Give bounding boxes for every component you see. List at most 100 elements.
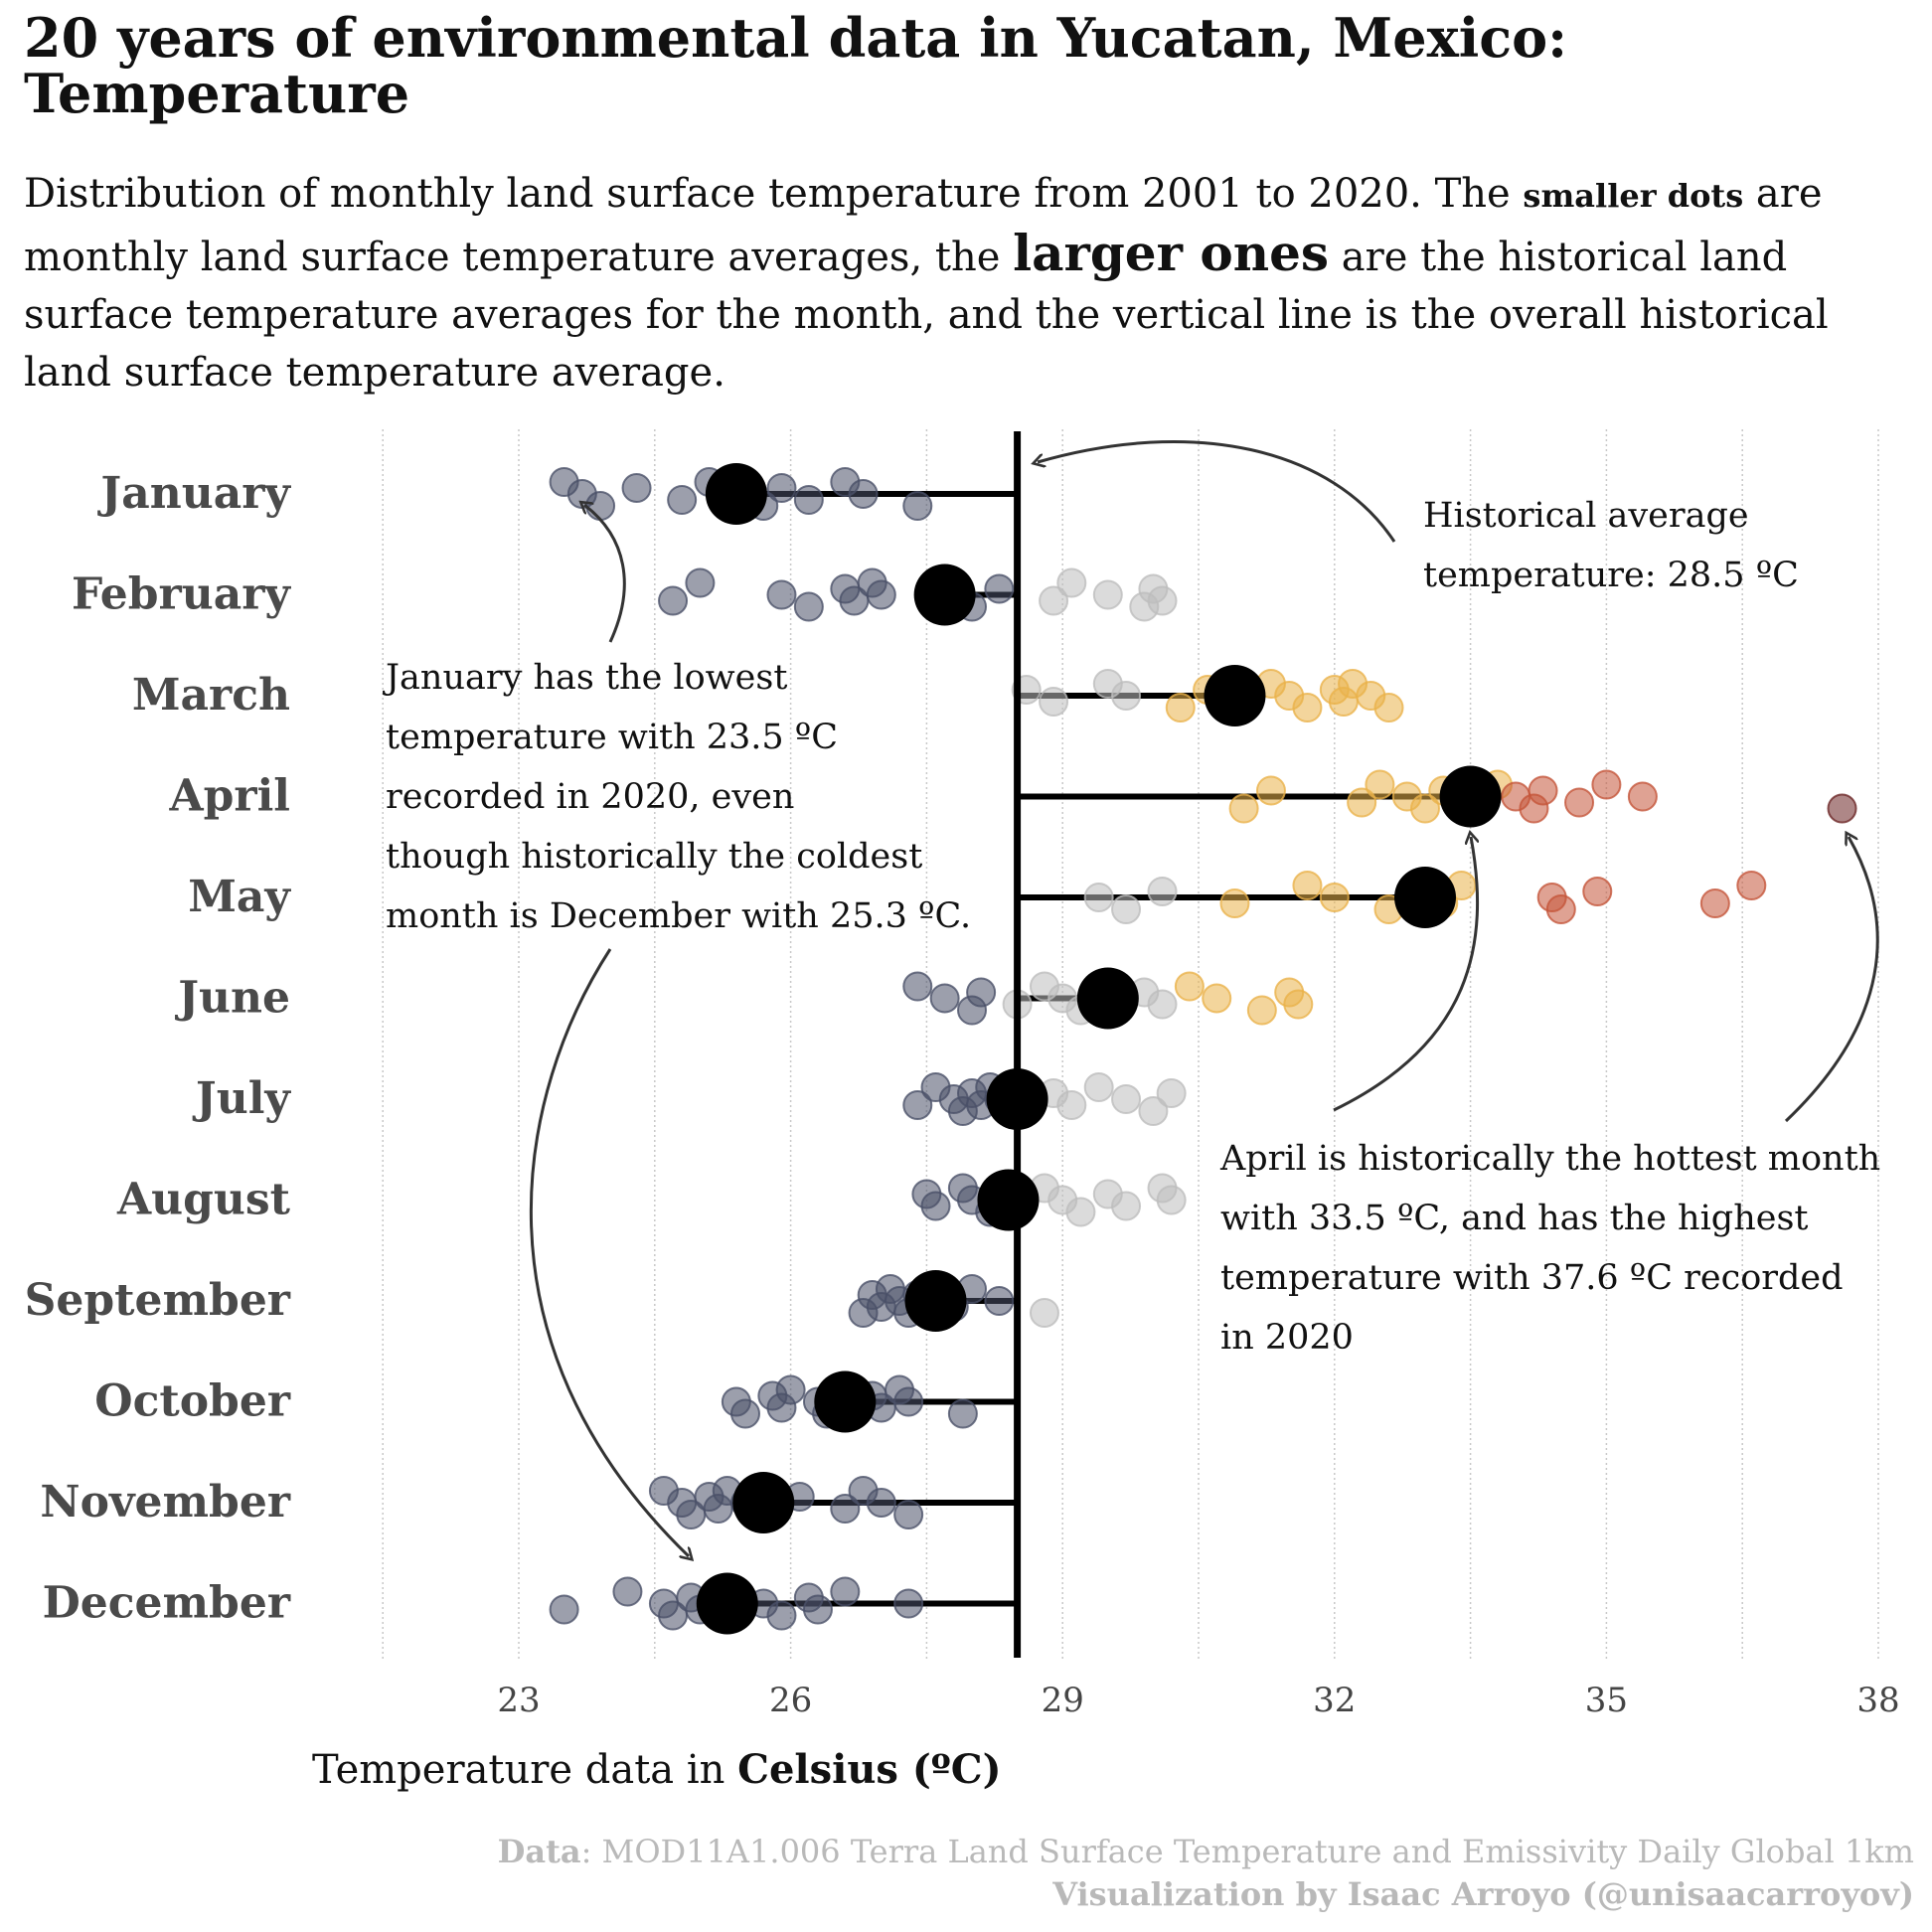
monthly-average-dot	[920, 1191, 951, 1221]
annotation-april-hottest: in 2020	[1220, 1318, 1354, 1358]
monthly-average-dot	[830, 1494, 861, 1524]
annotation-january-lowest: January has the lowest	[383, 658, 787, 698]
arrow-april-maximum	[1784, 837, 1879, 1123]
monthly-average-dot	[667, 485, 698, 515]
x-tick-label: 35	[1585, 1681, 1628, 1720]
monthly-average-dot	[1147, 877, 1178, 906]
monthly-average-dot	[1111, 1191, 1142, 1221]
data-source-text: : MOD11A1.006 Terra Land Surface Tempera…	[580, 1833, 1914, 1870]
monthly-average-dot	[866, 579, 896, 610]
x-axis-label-prefix: Temperature data in	[312, 1747, 738, 1793]
month-label: June	[174, 973, 290, 1024]
monthly-average-dot	[1111, 894, 1142, 924]
annotation-january-lowest: recorded in 2020, even	[386, 777, 794, 817]
month-label: July	[192, 1073, 292, 1124]
monthly-average-dot	[802, 1594, 833, 1625]
monthly-average-dot	[793, 591, 824, 622]
annotation-january-lowest: temperature with 23.5 ºC	[386, 718, 838, 757]
historical-month-average-dot	[913, 564, 976, 626]
annotation-april-hottest: April is historically the hottest month	[1219, 1139, 1880, 1179]
monthly-average-dot	[902, 491, 933, 521]
monthly-average-dot	[658, 585, 689, 616]
monthly-average-dot	[685, 567, 716, 598]
monthly-average-dot	[929, 983, 960, 1014]
monthly-average-dot	[1545, 894, 1576, 924]
title-line-1: 20 years of environmental data in Yucata…	[24, 6, 1568, 70]
subtitle-part-2: are monthly land surface temperature ave…	[24, 171, 1823, 280]
monthly-average-dot	[1147, 585, 1178, 616]
x-tick-label: 38	[1856, 1681, 1899, 1720]
monthly-average-dot	[1156, 1185, 1187, 1215]
monthly-average-dot	[1319, 883, 1350, 912]
x-tick-label: 23	[497, 1681, 540, 1720]
credit-caption: Visualization by Isaac Arroyo (@unisaaca…	[1052, 1875, 1914, 1913]
month-label: January	[96, 468, 291, 519]
monthly-average-dot	[1056, 567, 1087, 598]
month-label: February	[72, 569, 291, 620]
monthly-average-dot	[1582, 877, 1613, 906]
monthly-average-dot	[1283, 989, 1314, 1020]
monthly-average-dot	[1165, 693, 1196, 723]
data-source-caption: Data: MOD11A1.006 Terra Land Surface Tem…	[498, 1833, 1914, 1870]
title-line-2: Temperature	[24, 62, 410, 125]
monthly-average-dot	[830, 1576, 861, 1607]
monthly-average-dot	[1111, 681, 1142, 711]
arrow-january-lowest	[584, 505, 626, 643]
chart-title: 20 years of environmental data in Yucata…	[24, 10, 1892, 121]
monthly-average-dot	[1083, 883, 1114, 912]
x-tick-label: 26	[769, 1681, 812, 1720]
monthly-average-dot	[984, 573, 1015, 604]
monthly-average-dot	[1410, 793, 1440, 824]
monthly-average-dot	[1092, 579, 1123, 610]
historical-month-average-dot	[1394, 867, 1456, 928]
historical-month-average-dot	[904, 1270, 967, 1332]
monthly-average-dot	[1029, 1298, 1059, 1328]
annotation-january-lowest: month is December with 25.3 ºC.	[386, 896, 971, 936]
monthly-average-dot	[766, 473, 797, 503]
monthly-average-dot	[1627, 781, 1658, 812]
monthly-average-dot	[1202, 983, 1232, 1014]
monthly-average-dot	[1365, 769, 1395, 800]
monthly-average-dot	[612, 1576, 643, 1607]
monthly-average-dot	[1056, 1090, 1087, 1120]
monthly-average-dot	[1228, 793, 1259, 824]
monthly-average-dot	[893, 1588, 924, 1619]
monthly-average-dot	[893, 1386, 924, 1417]
arrow-historical-average	[1038, 440, 1396, 543]
x-tick-label: 32	[1313, 1681, 1356, 1720]
historical-month-average-dot	[1439, 765, 1502, 828]
monthly-average-dot	[902, 971, 933, 1002]
monthly-average-dot	[1255, 775, 1286, 806]
monthly-average-dot	[1156, 1078, 1187, 1108]
monthly-average-dot	[1292, 693, 1323, 723]
historical-month-average-dot	[977, 1169, 1040, 1231]
arrow-december-coldest	[529, 948, 689, 1556]
month-label: May	[188, 872, 291, 922]
monthly-average-dot	[585, 491, 616, 521]
monthly-average-dot	[730, 1398, 760, 1429]
month-label: August	[116, 1175, 291, 1225]
monthly-average-dot	[1083, 1072, 1114, 1102]
monthly-average-dot	[966, 977, 997, 1008]
month-label: October	[94, 1376, 291, 1427]
monthly-average-dot	[848, 479, 879, 509]
monthly-average-dot	[621, 473, 652, 503]
subtitle-small-dots: smaller dots	[1523, 177, 1744, 215]
monthly-average-dot	[1111, 1084, 1142, 1114]
historical-month-average-dot	[732, 1472, 795, 1533]
monthly-average-dot	[893, 1500, 924, 1530]
data-source-label: Data	[497, 1833, 581, 1870]
historical-month-average-dot	[1076, 967, 1139, 1030]
monthly-average-dot	[1174, 971, 1205, 1002]
annotation-april-hottest: temperature with 37.6 ºC recorded	[1220, 1258, 1844, 1298]
monthly-average-dot	[1699, 888, 1730, 918]
subtitle-part-3: are the historical land surface temperat…	[24, 235, 1829, 396]
monthly-average-dot	[766, 1600, 797, 1631]
monthly-average-dot	[1347, 787, 1377, 818]
monthly-average-dot	[902, 1090, 933, 1120]
monthly-average-dot	[947, 1398, 978, 1429]
arrow-april-average	[1333, 837, 1478, 1112]
month-label: March	[132, 670, 290, 721]
monthly-average-dot	[766, 579, 797, 610]
